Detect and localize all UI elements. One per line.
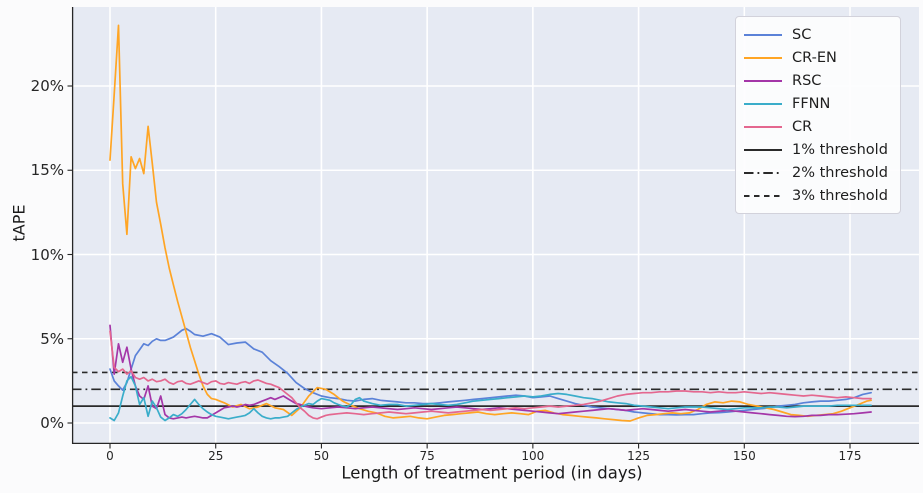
series-line-sc — [109, 327, 872, 416]
legend-item-2-threshold: 2% threshold — [744, 161, 894, 184]
series-line-ffnn — [109, 375, 872, 422]
series-line-cr — [109, 330, 872, 420]
legend-line-swatch — [744, 102, 782, 105]
y-tick-label: 5% — [40, 329, 64, 348]
legend-line-swatch — [744, 79, 782, 82]
legend-line-swatch — [744, 56, 782, 59]
y-tick-label: 0% — [40, 414, 64, 432]
x-tick-label: 25 — [208, 449, 224, 463]
x-tick-label: 125 — [627, 449, 651, 463]
x-tick-label: 50 — [313, 449, 330, 463]
x-axis-label: Length of treatment period (in days) — [341, 463, 643, 483]
series-line-rsc — [109, 324, 872, 420]
x-tick-label: 0 — [106, 449, 114, 463]
x-tick-label: 100 — [521, 449, 545, 463]
legend-line-swatch — [744, 171, 782, 174]
y-tick-label: 20% — [30, 77, 64, 95]
legend-label: RSC — [792, 72, 822, 89]
x-tick-label: 175 — [838, 449, 862, 463]
legend-label: SC — [792, 26, 812, 43]
x-tick-label: 150 — [732, 449, 756, 463]
legend-item-1-threshold: 1% threshold — [744, 138, 894, 161]
legend-item-ffnn: FFNN — [744, 92, 894, 115]
legend-line-swatch — [744, 125, 782, 128]
legend-line-swatch — [744, 194, 782, 197]
legend-item-cr-en: CR-EN — [744, 46, 894, 69]
legend-item-rsc: RSC — [744, 69, 894, 92]
x-tick-label: 75 — [419, 449, 435, 463]
y-axis-label: tAPE — [9, 204, 29, 242]
chart-canvas — [67, 7, 919, 449]
legend-item-sc: SC — [744, 23, 894, 46]
legend-label: 3% threshold — [792, 187, 888, 204]
legend-label: CR — [792, 118, 813, 135]
legend-line-swatch — [744, 33, 782, 36]
series-line-cr-en — [109, 24, 872, 422]
legend-label: 2% threshold — [792, 164, 888, 181]
legend-label: CR-EN — [792, 49, 837, 66]
y-tick-label: 15% — [30, 161, 64, 180]
legend-item-3-threshold: 3% threshold — [744, 184, 894, 207]
legend-line-swatch — [744, 148, 782, 151]
legend-label: 1% threshold — [792, 141, 888, 158]
legend-item-cr: CR — [744, 115, 894, 138]
y-tick-label: 10% — [30, 245, 64, 264]
legend-label: FFNN — [792, 95, 831, 112]
legend: SC CR-EN RSC FFNN CR 1% threshold 2% threshold… — [735, 16, 901, 214]
